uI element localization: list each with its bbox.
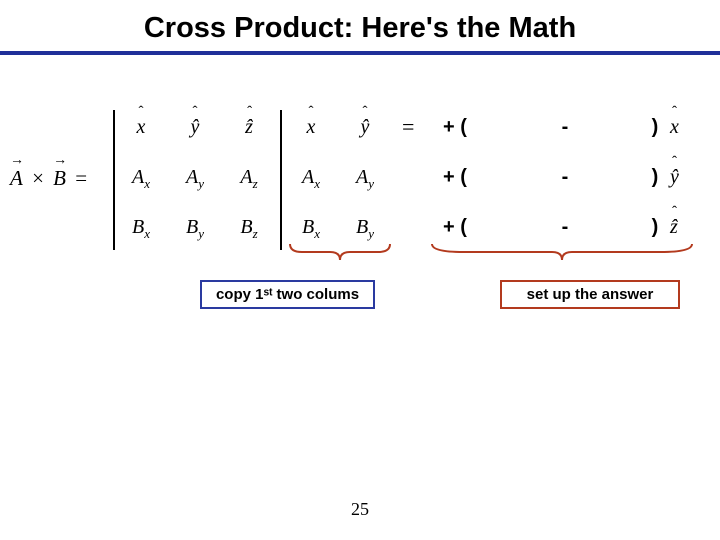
det-cell: Ax [296, 166, 326, 192]
det-cell: x [126, 116, 156, 139]
slide-title: Cross Product: Here's the Math [0, 0, 720, 45]
det-bar-left [113, 110, 115, 250]
answer-unit: ẑ [670, 216, 678, 239]
det-cell: Ax [126, 166, 156, 192]
det-cell: Ay [180, 166, 210, 192]
lhs-expression: A × B = [10, 166, 87, 191]
answer-minus: - [550, 166, 580, 189]
vector-B: B [53, 166, 66, 191]
answer-minus: - [550, 116, 580, 139]
vector-A: A [10, 166, 23, 191]
answer-minus: - [550, 216, 580, 239]
det-cell: By [350, 216, 380, 242]
answer-unit: x [670, 116, 679, 139]
label-copy: copy 1ˢᵗ two colums [200, 280, 375, 309]
brace-copy [290, 244, 390, 268]
det-cell: Bx [296, 216, 326, 242]
det-cell: ŷ [350, 116, 380, 139]
page-number: 25 [0, 499, 720, 520]
det-cell: Ay [350, 166, 380, 192]
label-setup: set up the answer [500, 280, 680, 309]
answer-close: ) [640, 216, 670, 239]
brace-setup [432, 244, 692, 268]
answer-plus: + ( [440, 166, 470, 189]
det-cell: Bz [234, 216, 264, 242]
det-cell: ẑ [234, 116, 264, 139]
det-cell: x [296, 116, 326, 139]
det-bar-right [280, 110, 282, 250]
det-cell: Bx [126, 216, 156, 242]
lhs-eq: = [71, 166, 87, 190]
answer-plus: + ( [440, 116, 470, 139]
det-cell: By [180, 216, 210, 242]
answer-unit: ŷ [670, 166, 679, 189]
answer-plus: + ( [440, 216, 470, 239]
title-rule [0, 51, 720, 55]
times-op: × [28, 166, 48, 190]
det-cell: ŷ [180, 116, 210, 139]
equals-sign: = [402, 114, 414, 140]
det-cell: Az [234, 166, 264, 192]
answer-close: ) [640, 166, 670, 189]
answer-close: ) [640, 116, 670, 139]
